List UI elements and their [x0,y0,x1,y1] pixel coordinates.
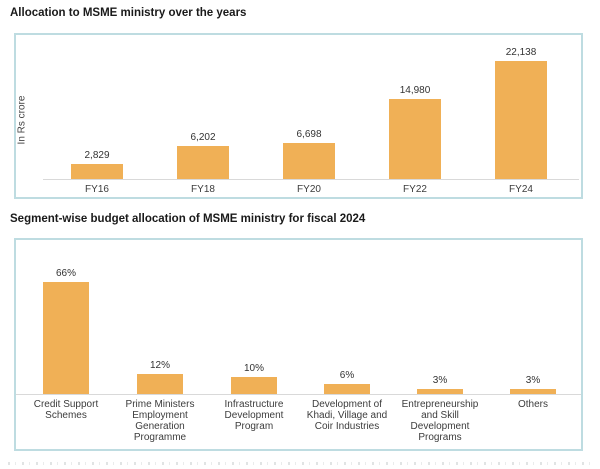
bar-value-label: 14,980 [399,85,431,97]
bar-value-label: 10% [243,363,264,374]
bar [137,373,183,394]
x-axis-label: Prime Ministers Employment Generation Pr… [125,399,195,443]
x-axis-label: Infrastructure Development Program [224,399,284,432]
x-axis-label: Others [517,399,548,410]
bar-value-label: 3% [525,374,541,386]
chart1-y-axis-label: In Rs crore [16,95,28,145]
chart2-x-axis-line [16,394,581,395]
x-axis-label: FY24 [509,184,533,195]
bar [495,61,547,179]
bar [71,163,123,179]
clipped-text-remnant [8,462,592,465]
bar [231,377,277,394]
x-axis-label: FY20 [297,184,321,195]
bar-value-label: 66% [55,267,76,279]
bar [177,145,229,179]
chart1-x-axis-line [43,179,579,180]
bar-value-label: 6,698 [296,129,322,141]
chart2-plot-area: 66% Credit Support Schemes 12% Prime Minist… [14,238,583,451]
bar-value-label: 6,202 [190,131,216,143]
bar [324,383,370,394]
bar-value-label: 3% [432,374,448,386]
x-axis-label: Credit Support Schemes [33,399,99,421]
bar [283,143,335,179]
bar-value-label: 2,829 [84,149,110,161]
bar [43,281,89,394]
x-axis-label: Development of Khadi, Village and Coir I… [306,399,388,432]
chart1-plot-area: In Rs crore 2,829 FY16 6,202 FY18 6,698 FY20 1… [14,33,583,199]
x-axis-label: FY18 [191,184,215,195]
bar-value-label: 6% [339,369,355,381]
bar-value-label: 22,138 [505,47,537,58]
x-axis-label: FY22 [403,184,427,195]
bar [417,388,463,394]
bar-value-label: 12% [149,359,170,371]
x-axis-label: FY16 [85,184,109,195]
bar [510,388,556,394]
x-axis-label: Entrepreneurship and Skill Development P… [401,399,479,443]
chart1-title: Allocation to MSME ministry over the yea… [10,7,247,19]
chart2-title: Segment-wise budget allocation of MSME m… [10,213,366,225]
bar [389,99,441,179]
